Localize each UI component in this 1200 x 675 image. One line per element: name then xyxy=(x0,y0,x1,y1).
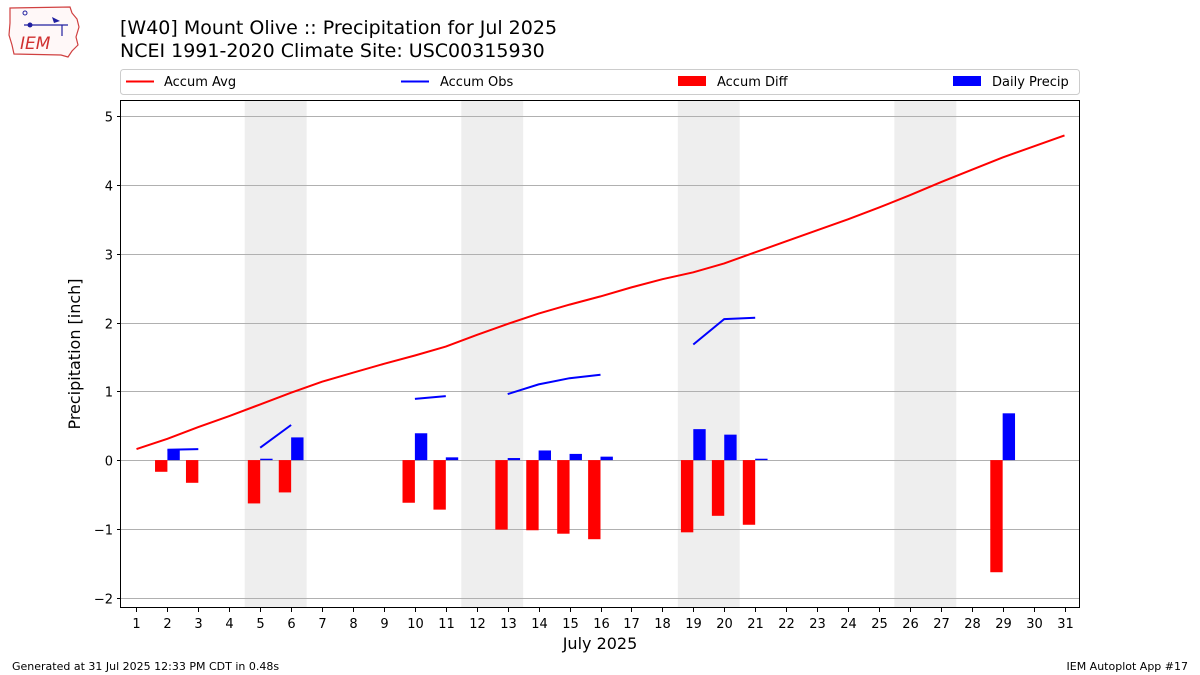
x-tick-label: 23 xyxy=(809,617,826,632)
legend-label: Accum Avg xyxy=(164,75,236,90)
daily-precip-bar xyxy=(167,449,180,461)
iem-logo: IEM xyxy=(6,5,80,59)
weekend-band xyxy=(244,101,307,608)
accum-diff-bar xyxy=(526,460,539,531)
y-tick-label: 4 xyxy=(105,180,113,195)
app-credit: IEM Autoplot App #17 xyxy=(1066,660,1189,673)
daily-precip-bar xyxy=(724,434,737,461)
x-tick-label: 28 xyxy=(964,617,981,632)
y-tick-label: −2 xyxy=(94,593,113,608)
accum-diff-bar xyxy=(742,460,756,525)
accum-obs-line xyxy=(507,373,601,396)
daily-precip-bar xyxy=(1002,413,1016,461)
x-tick-label: 18 xyxy=(654,617,671,632)
x-tick-label: 26 xyxy=(902,617,919,632)
y-axis-label: Precipitation [inch] xyxy=(65,278,84,429)
x-tick-label: 20 xyxy=(716,617,733,632)
accum-avg-line xyxy=(136,134,1065,451)
x-tick-label: 19 xyxy=(685,617,702,632)
x-tick-label: 15 xyxy=(562,617,579,632)
x-tick-label: 5 xyxy=(256,617,264,632)
x-tick-label: 7 xyxy=(318,617,326,632)
daily-precip-bar xyxy=(538,450,552,461)
x-tick-label: 4 xyxy=(225,617,233,632)
daily-precip-bar xyxy=(693,429,706,461)
x-tick-label: 29 xyxy=(995,617,1012,632)
legend-swatch-bar xyxy=(953,76,981,86)
y-tick-label: −1 xyxy=(94,524,113,539)
accum-diff-bar xyxy=(990,460,1003,573)
x-tick-label: 27 xyxy=(933,617,950,632)
daily-precip-bar xyxy=(507,458,521,461)
x-tick-label: 2 xyxy=(163,617,171,632)
daily-precip-bar xyxy=(600,456,613,461)
daily-precip-bar xyxy=(445,457,459,461)
x-tick-label: 6 xyxy=(287,617,295,632)
x-tick-label: 16 xyxy=(593,617,610,632)
y-axis-ticks: −2 −1 0 1 2 3 4 5 xyxy=(94,111,121,608)
y-tick-label: 5 xyxy=(105,111,113,126)
x-tick-label: 30 xyxy=(1026,617,1043,632)
x-tick-label: 13 xyxy=(500,617,517,632)
daily-precip-bar xyxy=(414,433,428,461)
legend-swatch-bar xyxy=(678,76,706,86)
accum-obs-line xyxy=(259,424,292,449)
weekend-band xyxy=(461,101,524,608)
plot-frame xyxy=(120,100,1080,608)
x-tick-label: 31 xyxy=(1057,617,1074,632)
daily-precip-bar xyxy=(755,458,768,461)
x-tick-label: 11 xyxy=(438,617,455,632)
x-tick-label: 14 xyxy=(531,617,548,632)
accum-diff-bar xyxy=(278,460,292,493)
x-axis-ticks: 1 2 3 4 5 6 7 8 9 10 11 12 13 14 15 16 17 18 19 20 21 22 23 24 2… xyxy=(132,608,1074,632)
series-lines xyxy=(136,134,1065,451)
daily-precip-bar xyxy=(569,453,582,461)
y-tick-label: 0 xyxy=(105,455,113,470)
accum-diff-bar xyxy=(247,460,261,504)
x-tick-label: 3 xyxy=(194,617,202,632)
accum-diff-bar xyxy=(433,460,446,510)
chart-title: [W40] Mount Olive :: Precipitation for J… xyxy=(120,17,558,39)
weekend-band xyxy=(894,101,957,608)
accum-diff-bar xyxy=(588,460,601,540)
y-gridlines xyxy=(121,116,1080,599)
accum-diff-bar xyxy=(711,460,725,516)
legend-box xyxy=(120,69,1080,95)
svg-text:IEM: IEM xyxy=(20,34,51,54)
legend-label: Accum Obs xyxy=(440,75,513,90)
legend: Accum Avg Accum Obs Accum Diff Daily Precip xyxy=(120,69,1080,95)
accum-diff-bar xyxy=(155,460,168,472)
accum-obs-line xyxy=(414,395,446,400)
accum-diff-bar xyxy=(495,460,508,530)
x-tick-label: 21 xyxy=(747,617,764,632)
x-tick-label: 24 xyxy=(840,617,857,632)
y-tick-label: 1 xyxy=(105,386,113,401)
x-tick-label: 10 xyxy=(407,617,424,632)
legend-label: Accum Diff xyxy=(717,75,789,90)
legend-label: Daily Precip xyxy=(992,75,1069,90)
x-tick-label: 8 xyxy=(349,617,357,632)
y-tick-label: 3 xyxy=(105,249,113,264)
generated-timestamp: Generated at 31 Jul 2025 12:33 PM CDT in… xyxy=(12,660,280,673)
x-tick-label: 9 xyxy=(380,617,388,632)
accum-obs-line xyxy=(692,316,756,346)
x-tick-label: 22 xyxy=(778,617,795,632)
chart-subtitle: NCEI 1991-2020 Climate Site: USC00315930 xyxy=(120,40,545,62)
y-tick-label: 2 xyxy=(105,318,113,333)
accum-obs-line xyxy=(167,448,199,451)
daily-precip-bar xyxy=(260,458,273,461)
x-tick-label: 25 xyxy=(871,617,888,632)
x-tick-label: 17 xyxy=(623,617,640,632)
x-tick-label: 1 xyxy=(132,617,140,632)
x-tick-label: 12 xyxy=(469,617,486,632)
x-axis-label: July 2025 xyxy=(562,634,638,653)
accum-diff-bar xyxy=(185,460,199,483)
accum-diff-bar xyxy=(402,460,415,503)
daily-precip-bar xyxy=(291,437,304,461)
accum-diff-bar xyxy=(680,460,694,533)
bars xyxy=(155,413,1016,573)
accum-diff-bar xyxy=(557,460,570,534)
